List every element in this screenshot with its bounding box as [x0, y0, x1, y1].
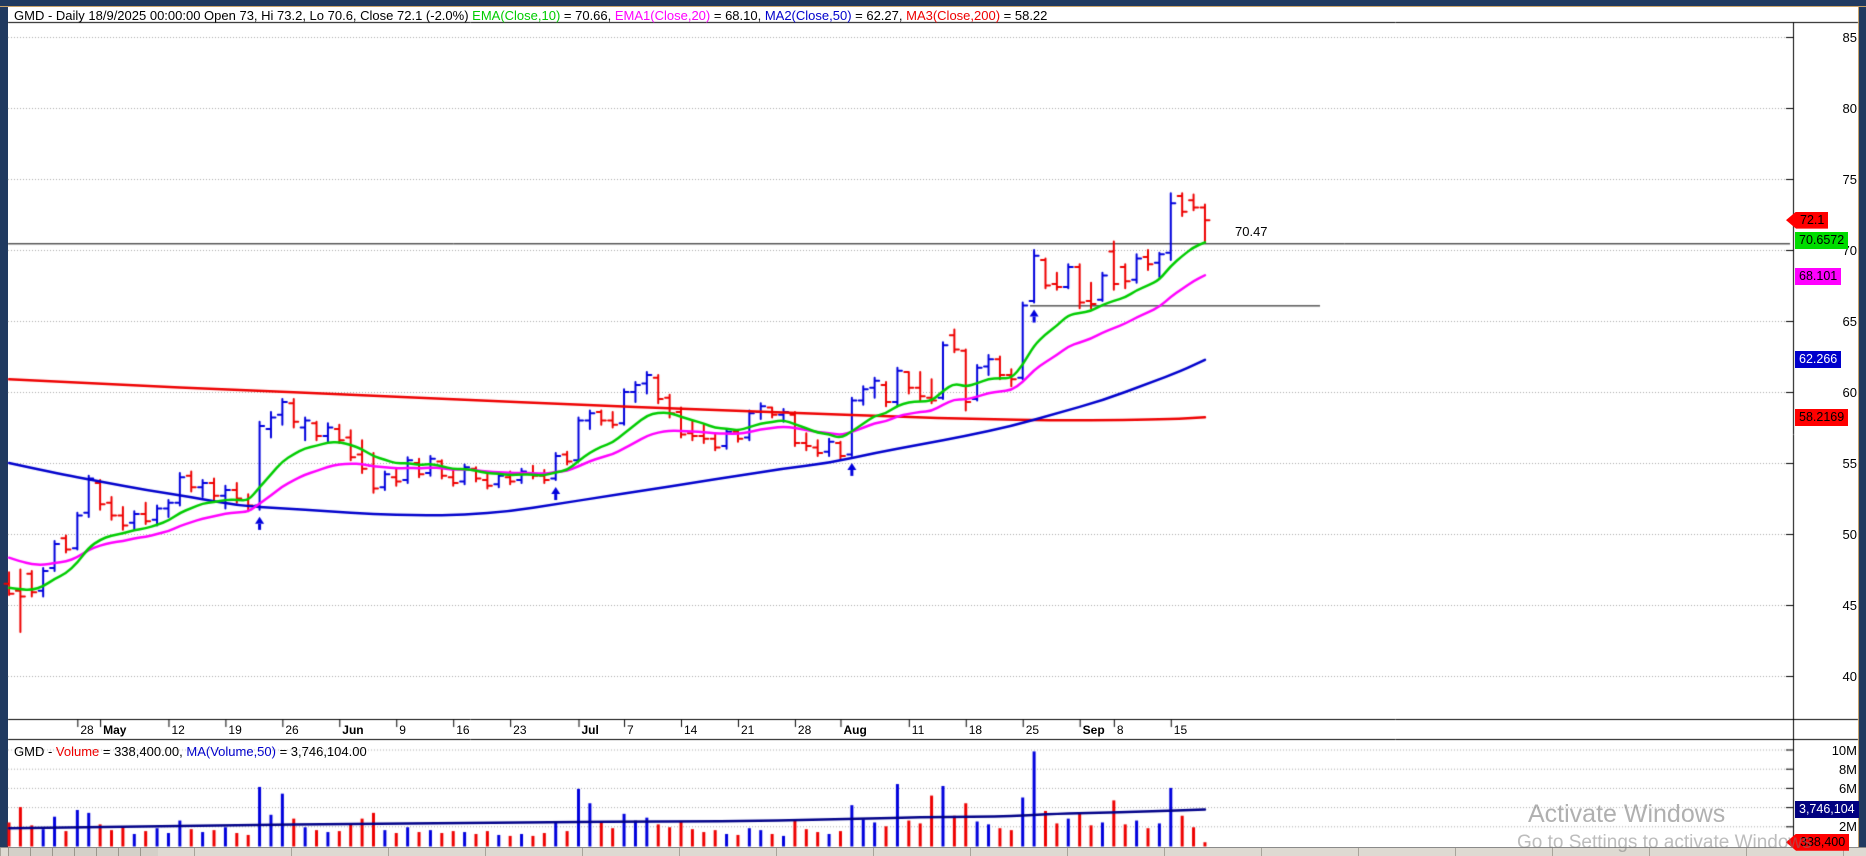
price-title-segment: GMD - Daily 18/9/2025 00:00:00 Open 73, …: [14, 8, 473, 23]
date-axis-label: 11: [911, 723, 925, 737]
date-axis-label: 12: [171, 723, 185, 737]
date-axis-label: 28: [80, 723, 94, 737]
price-title-segment: MA3(Close,200): [906, 8, 1001, 23]
date-axis-label: 8: [1116, 723, 1124, 737]
price-axis-label: 60: [1842, 385, 1857, 400]
price-axis-label: 75: [1842, 172, 1857, 187]
price-axis-label: 65: [1842, 314, 1857, 329]
volume-axis-label: 8M: [1838, 761, 1857, 777]
date-axis-label: 14: [684, 723, 698, 737]
price-axis-label: 55: [1842, 456, 1857, 471]
price-axis-label: 40: [1842, 669, 1857, 684]
volume-title-segment: Volume: [55, 744, 100, 759]
date-axis-label: 28: [797, 723, 812, 737]
date-axis-label: 16: [456, 723, 470, 737]
ema10-value-tag: 70.6572: [1795, 232, 1849, 250]
volume-ma-value-tag: 3,746,104: [1795, 801, 1859, 819]
price-axis-label: 85: [1842, 30, 1857, 45]
date-axis-label: Sep: [1082, 723, 1105, 737]
price-title-segment: = 70.66,: [560, 8, 615, 23]
volume-axis-label: 6M: [1838, 780, 1857, 796]
date-axis-label: 18: [968, 723, 983, 737]
date-axis-label: Jul: [581, 723, 599, 737]
sheet-tab-nav-buttons[interactable]: [8, 848, 158, 856]
date-axis-label: May: [103, 723, 127, 737]
date-axis-label: Aug: [843, 723, 867, 737]
trendline-price-label: 70.47: [1235, 224, 1268, 239]
volume-title-segment: GMD -: [14, 744, 56, 759]
activate-windows-watermark: Activate Windows: [1528, 800, 1726, 828]
activate-windows-watermark-subtext: Go to Settings to activate Windows: [1517, 832, 1812, 853]
price-title-segment: MA2(Close,50): [764, 8, 852, 23]
price-title-segment: EMA1(Close,20): [614, 8, 711, 23]
volume-title-segment: = 3,746,104.00: [275, 744, 367, 759]
date-axis-label: 21: [740, 723, 755, 737]
date-axis-label: 26: [285, 723, 299, 737]
last-price-tag: 72.1: [1786, 211, 1829, 229]
ma200-value-tag: 58.2169: [1795, 408, 1849, 426]
date-axis-label: 7: [627, 723, 634, 737]
price-axis-label: 45: [1842, 598, 1857, 613]
ma50-value-tag: 62.266: [1795, 351, 1842, 369]
volume-axis-label: 2M: [1838, 819, 1857, 835]
price-title-segment: = 58.22: [1000, 8, 1048, 23]
price-title-segment: = 62.27,: [851, 8, 907, 23]
date-axis-label: 15: [1173, 723, 1188, 737]
date-axis-label: 23: [513, 723, 527, 737]
price-axis-label: 80: [1842, 101, 1857, 116]
volume-axis-label: 10M: [1831, 742, 1857, 758]
date-axis-label: 19: [228, 723, 242, 737]
date-axis-label: 9: [399, 723, 406, 737]
date-axis-label: Jun: [342, 723, 364, 737]
ema20-value-tag: 68.101: [1795, 268, 1842, 286]
price-title-segment: = 68.10,: [710, 8, 765, 23]
volume-title-segment: MA(Volume,50): [186, 744, 276, 759]
volume-title-segment: = 338,400.00,: [99, 744, 187, 759]
price-pane-title: GMD - Daily 18/9/2025 00:00:00 Open 73, …: [14, 8, 1047, 23]
volume-pane-title: GMD - Volume = 338,400.00, MA(Volume,50)…: [14, 744, 367, 759]
date-axis-label: 25: [1025, 723, 1040, 737]
price-axis-label: 50: [1842, 527, 1857, 542]
price-title-segment: EMA(Close,10): [472, 8, 561, 23]
volume-value-tag: 338,400: [1786, 833, 1850, 851]
sheet-tab-bar[interactable]: [0, 847, 1866, 856]
